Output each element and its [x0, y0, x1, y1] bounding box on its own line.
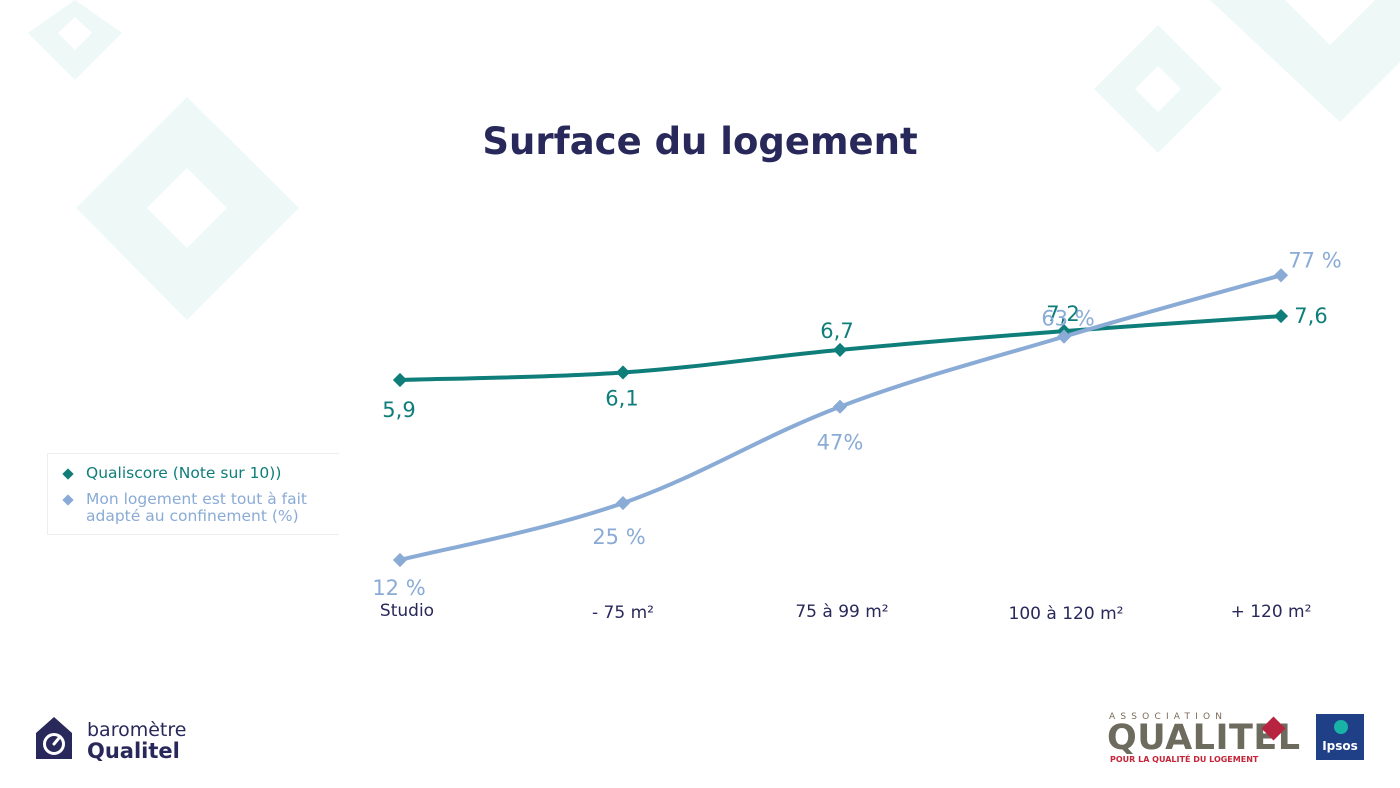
series-1-point-0: [392, 552, 408, 568]
x-tick-label-3: 100 à 120 m²: [1009, 604, 1124, 624]
series-1-point-4: [1273, 268, 1289, 283]
legend-marker-confinement: [62, 494, 74, 506]
series-1-data-label-2: 47%: [817, 431, 864, 455]
legend-marker-qualiscore: [62, 468, 74, 480]
x-tick-label-0: Studio: [380, 601, 434, 621]
series-0-point-0: [392, 372, 408, 388]
house-gauge-icon: [36, 717, 72, 759]
series-0-data-label-0: 5,9: [382, 398, 415, 422]
series-0-data-label-2: 6,7: [820, 319, 853, 343]
x-tick-label-4: + 120 m²: [1231, 602, 1312, 622]
series-1-point-1: [615, 495, 631, 511]
ipsos-text: Ipsos: [1322, 739, 1358, 753]
series-0-point-2: [832, 342, 848, 357]
series-1-data-label-1: 25 %: [592, 525, 645, 549]
association-text: ASSOCIATION: [1109, 712, 1228, 722]
series-0-point-4: [1273, 309, 1289, 324]
legend-label-qualiscore: Qualiscore (Note sur 10)): [86, 464, 282, 482]
series-1-point-3: [1056, 329, 1072, 344]
series-1-data-label-0: 12 %: [372, 576, 425, 600]
series-1-point-2: [832, 399, 848, 414]
barometre-text: baromètre: [87, 719, 187, 741]
chart-title: Surface du logement: [482, 120, 918, 163]
series-0-point-1: [615, 365, 631, 380]
series-0-data-label-4: 7,6: [1294, 304, 1327, 328]
x-tick-label-2: 75 à 99 m²: [795, 602, 888, 622]
ipsos-logo: Ipsos: [1316, 714, 1364, 760]
series-1-data-label-3: 63 %: [1041, 307, 1094, 331]
x-tick-label-1: - 75 m²: [592, 603, 654, 623]
series-0-data-label-3: 7,2: [1046, 302, 1079, 326]
legend-label-confinement: Mon logement est tout à fait adapté au c…: [86, 490, 308, 525]
qualitel-tagline: POUR LA QUALITÉ DU LOGEMENT: [1110, 755, 1259, 764]
series-1-data-label-4: 77 %: [1288, 248, 1341, 272]
ipsos-mark-icon: [1334, 720, 1348, 734]
qualitel-text: Qualitel: [87, 739, 180, 763]
chart-legend: Qualiscore (Note sur 10)) Mon logement e…: [47, 453, 339, 535]
series-0-data-label-1: 6,1: [605, 386, 638, 410]
association-qualitel-logo: ASSOCIATION QUALITEL POUR LA QUALITÉ DU …: [1105, 712, 1300, 768]
barometre-qualitel-logo: baromètre Qualitel: [33, 712, 203, 764]
